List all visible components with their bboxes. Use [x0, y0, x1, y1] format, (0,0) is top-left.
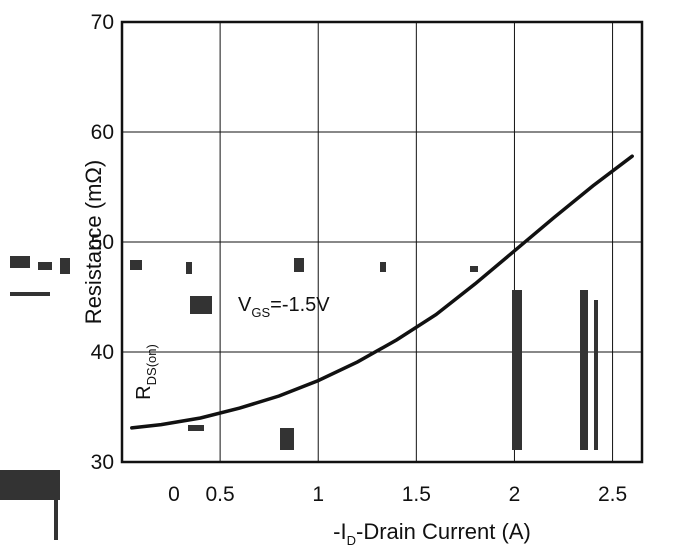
x-tick-label: 2 — [509, 483, 521, 506]
vgs-condition-label: VGS=-1.5V — [238, 294, 330, 320]
y-tick-label: 50 — [91, 231, 114, 254]
series-lines — [130, 154, 634, 430]
plot-frame — [120, 20, 644, 464]
series-line-rdson — [130, 154, 634, 430]
y-tick-labels: 30 40 50 60 70 — [91, 11, 114, 474]
x-tick-label: 1.5 — [402, 483, 431, 506]
x-tick-labels: 0 0.5 1 1.5 2 2.5 — [168, 483, 627, 506]
y-tick-label: 60 — [91, 121, 114, 144]
x-tick-label: 2.5 — [598, 483, 627, 506]
x-tick-label: 1 — [312, 483, 324, 506]
x-tick-label: 0.5 — [206, 483, 235, 506]
x-tick-label: 0 — [168, 483, 180, 506]
y-axis-title: Resistance (mΩ) — [81, 160, 106, 324]
x-axis-title: -ID-Drain Current (A) — [333, 519, 531, 548]
grid-lines — [121, 21, 642, 463]
y-tick-label: 40 — [91, 341, 114, 364]
scan-noise-band — [0, 256, 598, 540]
y-tick-label: 70 — [91, 11, 114, 34]
y-tick-label: 30 — [91, 451, 114, 474]
series-label-rdson: RDS(on) — [133, 344, 159, 400]
